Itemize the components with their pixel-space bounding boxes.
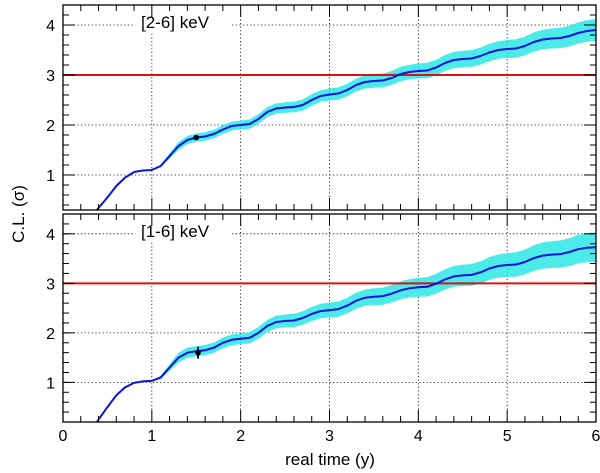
- uncertainty-band: [97, 232, 596, 422]
- y-tick-label: 4: [46, 227, 55, 244]
- x-axis-ticks: 0 1 2 3 4 5 6: [59, 428, 600, 445]
- y-axis-title: C.L. (σ): [9, 185, 28, 243]
- x-tick-label: 2: [236, 428, 245, 445]
- y-axis-ticks: 1 2 3 4: [46, 5, 596, 210]
- panel-1-6-kev: [1-6] keV 1 2 3 4 0 1 2 3 4 5 6: [46, 214, 600, 445]
- y-tick-label: 2: [46, 118, 55, 135]
- panel-label: [1-6] keV: [141, 222, 210, 241]
- y-tick-label: 3: [46, 276, 55, 293]
- panel-2-6-kev: [2-6] keV 1 2 3 4: [46, 5, 596, 210]
- y-tick-label: 3: [46, 68, 55, 85]
- data-point-marker: [193, 135, 199, 141]
- x-tick-label: 3: [325, 428, 334, 445]
- x-tick-label: 6: [592, 428, 600, 445]
- y-tick-label: 1: [46, 168, 55, 185]
- y-tick-label: 1: [46, 375, 55, 392]
- x-tick-label: 0: [59, 428, 68, 445]
- y-tick-label: 2: [46, 326, 55, 343]
- series-line: [97, 30, 596, 210]
- grid-lines: [63, 214, 596, 422]
- data-point: [195, 350, 201, 356]
- x-tick-label: 4: [414, 428, 423, 445]
- x-axis-title: real time (y): [285, 450, 375, 469]
- grid-lines: [63, 5, 596, 210]
- x-tick-label: 5: [503, 428, 512, 445]
- data-point: [193, 135, 199, 141]
- panel-label: [2-6] keV: [141, 13, 210, 32]
- plot-frame: [63, 5, 596, 210]
- x-tick-label: 1: [147, 428, 156, 445]
- y-tick-label: 4: [46, 18, 55, 35]
